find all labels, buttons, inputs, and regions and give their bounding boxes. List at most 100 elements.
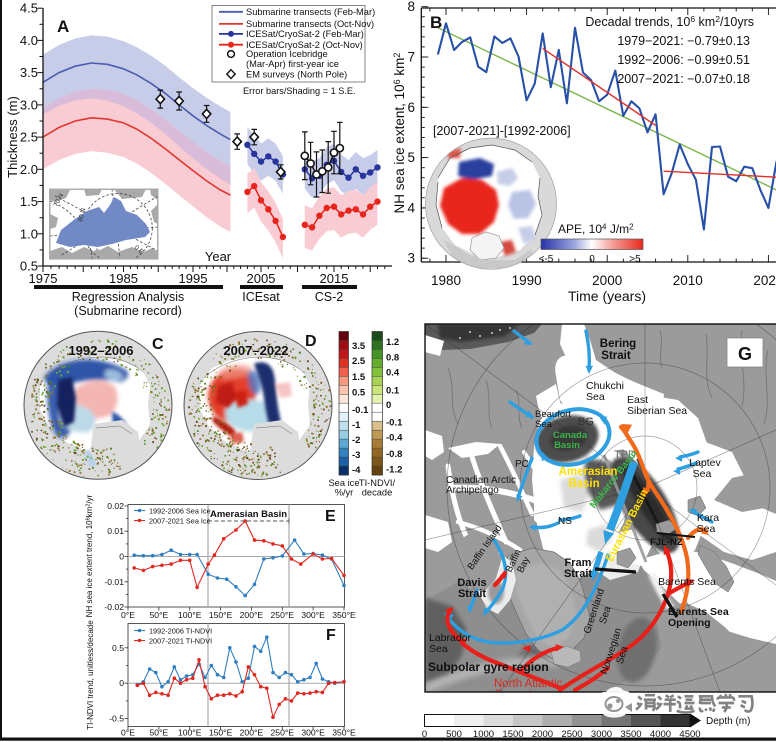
svg-text:(Mar-Apr) first-year ice: (Mar-Apr) first-year ice — [246, 59, 339, 69]
svg-text:2.0: 2.0 — [20, 162, 38, 177]
svg-text:ICESat/CryoSat-2 (Oct-Nov): ICESat/CryoSat-2 (Oct-Nov) — [246, 40, 363, 50]
svg-text:Error bars/Shading = 1 S.E.: Error bars/Shading = 1 S.E. — [243, 86, 356, 96]
svg-text:APE, 104 J/m2: APE, 104 J/m2 — [558, 222, 634, 236]
svg-text:Chukchi: Chukchi — [586, 380, 624, 392]
svg-text:1992–2006: 1992–2006 — [68, 343, 133, 358]
svg-text:Siberian Sea: Siberian Sea — [627, 405, 687, 417]
svg-text:Sea: Sea — [615, 645, 631, 666]
svg-text:Barents Sea: Barents Sea — [668, 606, 729, 618]
svg-text:0: 0 — [589, 254, 595, 265]
svg-text:%/yr: %/yr — [335, 488, 354, 498]
svg-text:PC: PC — [515, 459, 529, 470]
svg-text:1992-2006 TI-NDVI: 1992-2006 TI-NDVI — [149, 626, 212, 635]
svg-text:1990: 1990 — [512, 273, 542, 288]
svg-text:Basin: Basin — [568, 478, 599, 490]
svg-text:2005: 2005 — [247, 271, 276, 286]
svg-text:A: A — [57, 17, 69, 36]
svg-text:1980: 1980 — [431, 273, 461, 288]
svg-text:Decadal trends, 106 km2/10yrs: Decadal trends, 106 km2/10yrs — [585, 14, 754, 29]
svg-text:1985: 1985 — [109, 271, 138, 286]
svg-text:7: 7 — [407, 50, 415, 65]
svg-text:0.5: 0.5 — [20, 259, 38, 274]
svg-text:300°E: 300°E — [301, 728, 325, 738]
svg-text:2007–2022: 2007–2022 — [223, 343, 288, 358]
svg-text:Sea: Sea — [586, 391, 605, 403]
svg-text:Laptev: Laptev — [689, 457, 721, 469]
svg-text:Sea: Sea — [429, 643, 448, 655]
svg-text:0.1: 0.1 — [386, 386, 400, 397]
svg-text:Basin: Basin — [554, 440, 580, 451]
svg-text:1000: 1000 — [473, 729, 494, 740]
svg-text:Strait: Strait — [564, 568, 592, 580]
svg-text:decade: decade — [362, 488, 393, 498]
svg-text:0: 0 — [422, 729, 427, 740]
svg-text:North Atlantic: North Atlantic — [494, 678, 563, 690]
svg-text:4000: 4000 — [650, 729, 671, 740]
svg-text:Davis: Davis — [457, 577, 486, 589]
svg-text:NS: NS — [558, 516, 572, 527]
svg-text:-1.2: -1.2 — [386, 465, 402, 476]
svg-text:50°E: 50°E — [150, 728, 169, 738]
svg-text:East: East — [627, 394, 648, 406]
svg-text:2010: 2010 — [673, 273, 703, 288]
svg-text:Sea: Sea — [697, 523, 716, 535]
svg-text:0.5: 0.5 — [112, 643, 124, 653]
svg-text:3.5: 3.5 — [352, 341, 366, 352]
svg-text:3.5: 3.5 — [20, 65, 38, 80]
svg-text:2007-2021 Sea Ice: 2007-2021 Sea Ice — [149, 516, 211, 525]
svg-text:-0.5: -0.5 — [109, 714, 124, 724]
svg-text:Fram: Fram — [565, 557, 592, 569]
svg-text:Amerasian Basin: Amerasian Basin — [210, 509, 287, 520]
svg-text:200°E: 200°E — [240, 610, 264, 620]
svg-text:1500: 1500 — [502, 729, 523, 740]
svg-text:-1: -1 — [352, 420, 361, 431]
svg-text:FJL-NZ: FJL-NZ — [650, 537, 683, 548]
svg-text:Amerasian: Amerasian — [559, 466, 618, 478]
svg-text:Strait: Strait — [458, 588, 486, 600]
svg-text:2007-2021 TI-NDVI: 2007-2021 TI-NDVI — [149, 636, 212, 645]
svg-text:Depth (m): Depth (m) — [706, 716, 750, 727]
svg-text:100°E: 100°E — [178, 610, 202, 620]
svg-text:Beaufort: Beaufort — [535, 409, 571, 420]
svg-text:TI-NDVI/: TI-NDVI/ — [359, 478, 396, 488]
svg-text:Submarine transects (Feb-Mar): Submarine transects (Feb-Mar) — [246, 7, 375, 17]
svg-text:1.5: 1.5 — [20, 194, 38, 209]
svg-text:Sea: Sea — [598, 605, 614, 626]
svg-text:3000: 3000 — [591, 729, 612, 740]
svg-text:ICEsat: ICEsat — [242, 290, 280, 304]
svg-text:4.5: 4.5 — [20, 1, 38, 16]
svg-text:1992−2006: −0.99±0.51: 1992−2006: −0.99±0.51 — [617, 53, 750, 67]
svg-text:0: 0 — [119, 678, 124, 688]
svg-text:0°E: 0°E — [121, 728, 135, 738]
svg-text:1.5: 1.5 — [352, 372, 366, 383]
svg-text:2020: 2020 — [753, 273, 776, 288]
svg-text:TPD: TPD — [614, 449, 636, 461]
svg-text:Regression Analysis: Regression Analysis — [72, 290, 185, 304]
svg-text:1992-2006 Sea Ice: 1992-2006 Sea Ice — [149, 506, 211, 515]
svg-text:250°E: 250°E — [271, 610, 295, 620]
svg-text:2.5: 2.5 — [20, 130, 38, 145]
svg-text:NH sea ice extent trend, 106km: NH sea ice extent trend, 106km2/yr — [85, 494, 94, 617]
svg-text:1995: 1995 — [179, 271, 208, 286]
svg-text:2500: 2500 — [561, 729, 582, 740]
svg-text:ICESat/CryoSat-2 (Feb-Mar): ICESat/CryoSat-2 (Feb-Mar) — [246, 29, 364, 39]
svg-text:4500: 4500 — [679, 729, 700, 740]
svg-text:Submarine transects (Oct-Nov): Submarine transects (Oct-Nov) — [246, 19, 374, 29]
svg-text:2000: 2000 — [592, 273, 622, 288]
svg-text:350°E: 350°E — [332, 728, 356, 738]
svg-text:-0.8: -0.8 — [386, 449, 402, 460]
svg-text:D: D — [305, 333, 317, 350]
svg-text:Barents Sea: Barents Sea — [658, 576, 716, 588]
svg-text:NH sea ice extent, 106 km2: NH sea ice extent, 106 km2 — [392, 53, 407, 214]
svg-text:>5: >5 — [629, 254, 641, 265]
svg-text:50°E: 50°E — [150, 610, 169, 620]
svg-text:Strait: Strait — [601, 350, 631, 362]
svg-text:4.0: 4.0 — [20, 33, 38, 48]
svg-text:1975: 1975 — [29, 271, 58, 286]
svg-text:G: G — [738, 344, 752, 364]
svg-text:<-5: <-5 — [539, 254, 554, 265]
svg-text:E: E — [325, 508, 336, 525]
svg-text:-0.02: -0.02 — [104, 602, 124, 612]
svg-text:3: 3 — [407, 251, 415, 266]
svg-text:Kara: Kara — [697, 512, 719, 524]
